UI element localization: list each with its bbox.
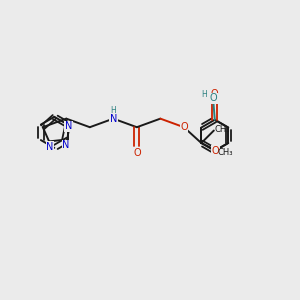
Text: N: N — [110, 114, 117, 124]
Text: O: O — [211, 88, 219, 99]
Text: H: H — [202, 90, 207, 99]
Text: CH₃: CH₃ — [215, 124, 230, 134]
Text: N: N — [46, 142, 53, 152]
Text: N: N — [64, 121, 72, 131]
Text: H: H — [110, 106, 116, 115]
Text: O: O — [212, 146, 219, 156]
Text: O: O — [133, 148, 141, 158]
Text: O: O — [180, 122, 188, 132]
Text: O: O — [209, 93, 217, 103]
Text: N: N — [62, 140, 70, 150]
Text: CH₃: CH₃ — [218, 148, 233, 157]
